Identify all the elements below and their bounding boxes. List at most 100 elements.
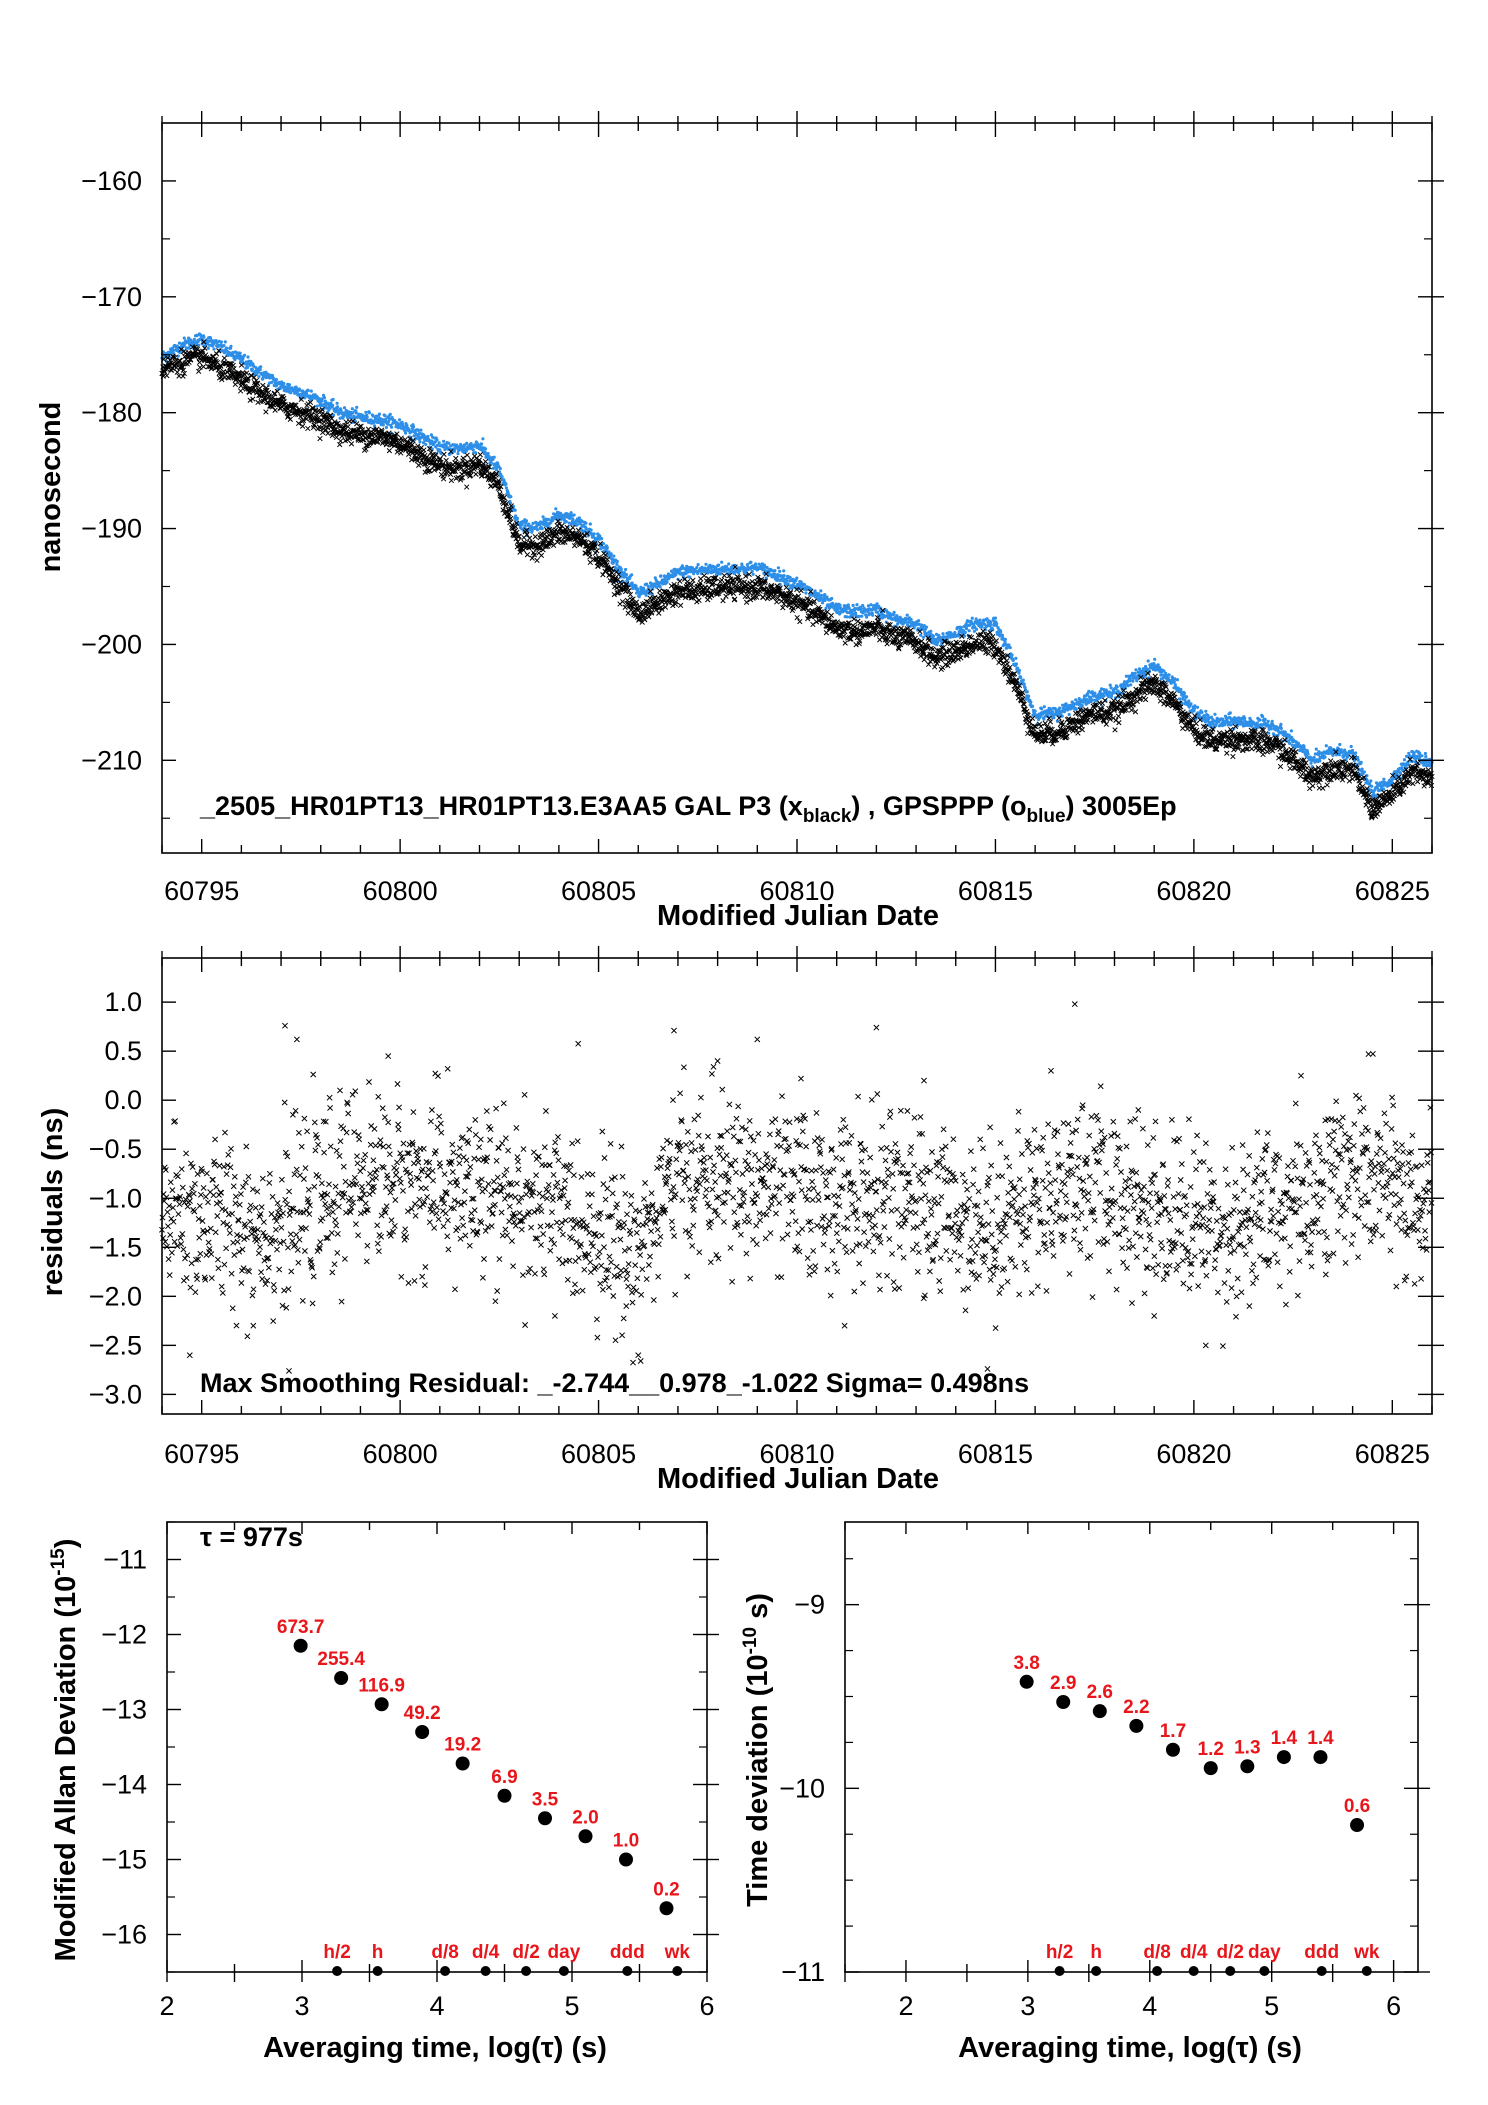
- blue-o-point: [486, 451, 490, 456]
- black-x-point: [416, 462, 422, 468]
- blue-o-point: [1040, 707, 1044, 711]
- blue-o-point: [462, 443, 467, 447]
- blue-o-point: [404, 431, 408, 435]
- blue-o-point: [624, 567, 628, 572]
- blue-o-point: [182, 336, 186, 340]
- blue-o-point: [1093, 691, 1097, 695]
- blue-o-point: [322, 396, 326, 400]
- blue-o-point: [630, 581, 634, 585]
- blue-o-point: [859, 607, 863, 611]
- blue-o-point: [383, 417, 388, 422]
- blue-o-point: [1030, 704, 1035, 709]
- blue-o-point: [665, 580, 669, 584]
- black-x-point: [797, 618, 803, 625]
- blue-o-point: [416, 428, 420, 432]
- blue-o-point: [1172, 680, 1176, 684]
- blue-o-point: [1074, 707, 1078, 712]
- black-x-point: [794, 614, 800, 621]
- black-x-point: [232, 381, 238, 388]
- black-x-point: [690, 577, 696, 583]
- blue-o-point: [1017, 668, 1022, 673]
- blue-o-point: [1318, 759, 1322, 763]
- blue-o-point: [534, 521, 538, 525]
- blue-o-point: [1424, 755, 1428, 759]
- blue-o-point: [1279, 722, 1283, 727]
- blue-o-point: [909, 617, 913, 622]
- blue-o-point: [592, 532, 596, 536]
- blue-o-point: [258, 367, 262, 372]
- blue-o-point: [246, 365, 250, 370]
- black-x-point: [721, 572, 727, 579]
- blue-o-point: [1102, 694, 1106, 698]
- black-x-point: [538, 552, 545, 559]
- black-x-point: [460, 455, 466, 461]
- blue-o-point: [795, 576, 799, 580]
- blue-o-point: [782, 569, 786, 573]
- blue-o-point: [1350, 748, 1355, 753]
- blue-o-point: [514, 514, 518, 518]
- black-x-point: [482, 458, 489, 465]
- blue-o-point: [177, 341, 182, 345]
- blue-o-point: [804, 591, 808, 595]
- blue-o-point: [489, 460, 493, 464]
- blue-o-point: [318, 397, 322, 401]
- blue-o-point: [1080, 704, 1084, 708]
- blue-o-point: [303, 396, 307, 400]
- black-x-point: [723, 593, 729, 599]
- blue-o-point: [1420, 754, 1424, 758]
- blue-o-point: [405, 423, 409, 428]
- black-x-point: [421, 447, 427, 453]
- blue-o-point: [500, 475, 504, 479]
- blue-o-point: [838, 603, 842, 607]
- blue-o-point: [970, 616, 974, 620]
- blue-o-point: [895, 614, 899, 619]
- blue-o-point: [1129, 683, 1133, 687]
- black-x-point: [448, 477, 455, 484]
- blue-o-point: [1228, 711, 1232, 715]
- blue-o-point: [355, 405, 359, 409]
- blue-o-point: [1360, 767, 1364, 771]
- blue-o-point: [351, 411, 355, 415]
- blue-o-point: [776, 566, 781, 570]
- black-x-point: [464, 452, 470, 458]
- black-x-point: [348, 441, 355, 447]
- blue-o-point: [418, 440, 422, 444]
- blue-o-point: [364, 410, 368, 414]
- blue-o-point: [520, 522, 524, 527]
- blue-o-point: [953, 631, 957, 635]
- black-x-point: [534, 557, 540, 564]
- blue-o-point: [564, 520, 568, 524]
- blue-o-point: [978, 618, 982, 622]
- blue-o-point: [1204, 709, 1208, 713]
- blue-o-point: [1058, 706, 1062, 710]
- blue-o-point: [851, 603, 855, 608]
- blue-o-point: [1003, 637, 1008, 642]
- black-x-point: [684, 579, 691, 585]
- blue-o-point: [223, 340, 227, 344]
- black-x-point: [696, 597, 702, 603]
- blue-o-point: [1185, 695, 1189, 699]
- blue-o-point: [860, 614, 864, 618]
- blue-o-point: [371, 414, 375, 418]
- blue-o-point: [504, 486, 508, 490]
- blue-o-point: [381, 423, 385, 427]
- blue-o-point: [287, 383, 292, 387]
- blue-o-point: [1195, 705, 1200, 709]
- blue-o-point: [1187, 699, 1191, 703]
- black-x-point: [656, 610, 662, 616]
- blue-o-point: [636, 587, 640, 591]
- blue-o-point: [411, 425, 416, 429]
- blue-o-point: [1398, 771, 1403, 775]
- blue-o-point: [509, 495, 513, 499]
- blue-o-point: [498, 467, 502, 471]
- blue-o-point: [803, 583, 807, 587]
- blue-o-point: [615, 559, 619, 564]
- blue-o-point: [274, 377, 278, 382]
- blue-o-point: [444, 444, 448, 448]
- blue-o-point: [1302, 745, 1306, 749]
- blue-o-point: [347, 416, 351, 420]
- blue-o-point: [424, 442, 428, 446]
- blue-o-point: [546, 517, 551, 522]
- blue-o-point: [1131, 679, 1135, 683]
